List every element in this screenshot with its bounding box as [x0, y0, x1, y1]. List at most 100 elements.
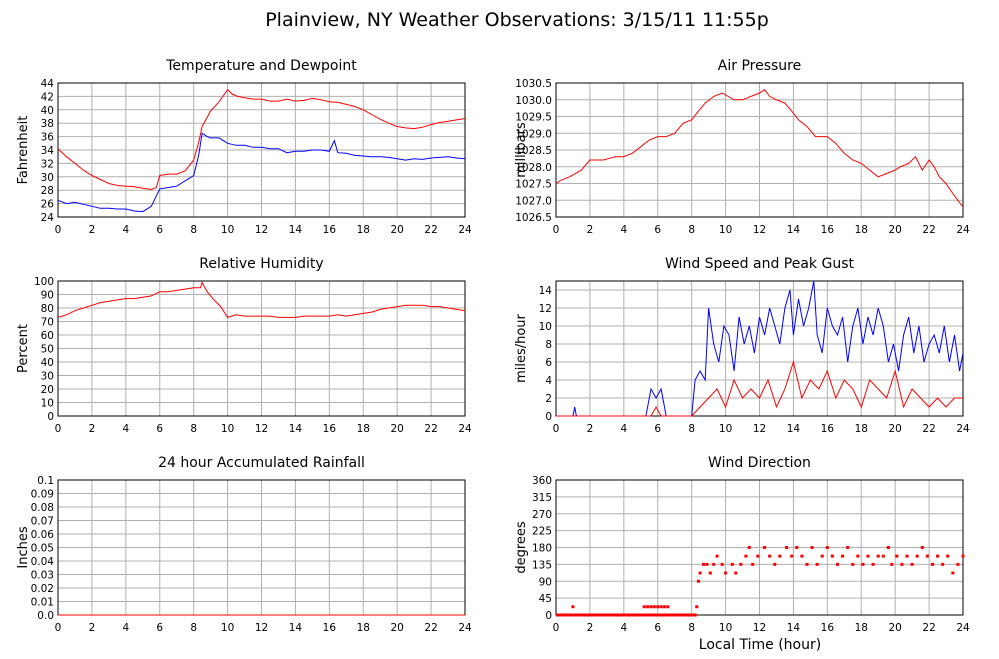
- temperature-x-tick-label: 24: [458, 224, 472, 236]
- temperature-y-tick-label: 38: [41, 118, 54, 130]
- wind_direction-point: [800, 554, 804, 558]
- temperature-x-tick-label: 2: [89, 224, 96, 236]
- wind_direction-point: [734, 571, 738, 575]
- temperature-y-axis-label: Fahrenheit: [16, 116, 31, 185]
- pressure-x-tick-label: 8: [688, 224, 695, 236]
- temperature-y-tick-label: 34: [41, 145, 55, 157]
- wind_direction-point: [890, 562, 894, 566]
- wind_direction-point: [795, 546, 799, 549]
- wind_speed-x-tick-label: 20: [888, 423, 901, 435]
- humidity-y-tick-label: 80: [41, 303, 54, 315]
- wind_direction-point: [663, 605, 667, 609]
- rainfall-y-tick-label: 0.0: [37, 610, 54, 622]
- wind_direction-point: [656, 605, 660, 609]
- wind_direction-point: [698, 571, 702, 575]
- humidity-x-tick-label: 8: [190, 423, 197, 435]
- pressure-y-tick-label: 1030.0: [515, 95, 552, 107]
- temperature-y-tick-label: 42: [41, 91, 54, 103]
- wind_direction-point: [841, 554, 845, 558]
- wind_speed-y-tick-label: 10: [539, 321, 552, 333]
- wind_direction-point: [646, 605, 650, 609]
- rainfall-x-tick-label: 24: [458, 622, 472, 634]
- wind_direction-point: [642, 605, 646, 609]
- wind_speed-series-line-1: [556, 360, 963, 417]
- temperature-y-tick-label: 32: [41, 158, 54, 170]
- wind_direction-point: [881, 554, 885, 558]
- wind_speed-series-line-0: [556, 280, 964, 417]
- pressure-x-tick-label: 24: [956, 224, 970, 236]
- pressure-x-tick-label: 16: [821, 224, 835, 236]
- humidity-x-tick-label: 22: [424, 423, 437, 435]
- wind_direction-point: [836, 562, 840, 566]
- wind_direction-point: [778, 554, 782, 558]
- wind_direction-point: [815, 562, 819, 566]
- wind_direction-y-tick-label: 90: [539, 576, 552, 588]
- temperature-frame: [57, 82, 466, 218]
- wind_direction-point: [820, 554, 824, 558]
- rainfall-x-tick-label: 8: [190, 622, 197, 634]
- wind_direction-point: [715, 554, 719, 558]
- pressure-y-tick-label: 1029.5: [515, 112, 552, 124]
- humidity-y-tick-label: 100: [34, 276, 54, 288]
- humidity-y-tick-label: 60: [41, 330, 54, 342]
- wind_direction-point: [666, 605, 670, 609]
- wind_speed-x-tick-label: 14: [787, 423, 801, 435]
- wind_direction-point: [856, 554, 860, 558]
- wind_direction-point: [785, 546, 789, 549]
- pressure-x-tick-label: 0: [553, 224, 560, 236]
- humidity-y-tick-label: 70: [41, 317, 54, 329]
- wind_direction-point: [712, 562, 716, 566]
- wind_direction-point: [941, 562, 945, 566]
- temperature-x-tick-label: 20: [390, 224, 403, 236]
- wind_direction-y-tick-label: 360: [532, 475, 552, 487]
- rainfall-y-tick-label: 0.07: [31, 516, 54, 528]
- rainfall-y-tick-label: 0.1: [37, 475, 54, 487]
- wind_direction-point: [886, 546, 890, 549]
- temperature-x-tick-label: 14: [289, 224, 303, 236]
- page-title: Plainview, NY Weather Observations: 3/15…: [265, 9, 769, 31]
- wind_direction-x-tick-label: 24: [956, 622, 970, 634]
- humidity-x-tick-label: 14: [289, 423, 303, 435]
- wind_direction-point: [846, 546, 850, 549]
- humidity-x-tick-label: 20: [390, 423, 403, 435]
- wind_speed-y-axis-label: miles/hour: [514, 313, 529, 382]
- wind_direction-point: [652, 605, 656, 609]
- wind_direction-point: [825, 546, 829, 549]
- pressure-y-tick-label: 1027.0: [515, 195, 552, 207]
- rainfall-x-tick-label: 6: [156, 622, 163, 634]
- pressure-x-tick-label: 14: [787, 224, 801, 236]
- temperature-y-tick-label: 24: [41, 212, 55, 224]
- pressure-y-tick-label: 1029.0: [515, 128, 552, 140]
- wind_direction-point: [956, 562, 960, 566]
- humidity-x-tick-label: 12: [255, 423, 268, 435]
- wind_direction-point: [768, 554, 772, 558]
- temperature-x-tick-label: 4: [122, 224, 129, 236]
- wind_direction-point: [871, 562, 875, 566]
- wind_direction-y-tick-label: 45: [539, 593, 552, 605]
- rainfall-x-tick-label: 22: [424, 622, 437, 634]
- wind_direction-point: [773, 562, 777, 566]
- temperature-y-tick-label: 36: [41, 132, 55, 144]
- pressure-x-tick-label: 2: [587, 224, 594, 236]
- wind_speed-y-tick-label: 14: [539, 285, 553, 297]
- temperature-series-line-0: [57, 88, 466, 191]
- wind_direction-x-tick-label: 14: [787, 622, 801, 634]
- rainfall-x-tick-label: 20: [390, 622, 403, 634]
- wind_direction-x-tick-label: 20: [888, 622, 901, 634]
- pressure-y-tick-label: 1026.5: [515, 212, 552, 224]
- rainfall-x-tick-label: 4: [122, 622, 129, 634]
- temperature-title: Temperature and Dewpoint: [165, 58, 357, 74]
- wind_direction-x-tick-label: 16: [821, 622, 835, 634]
- humidity-y-tick-label: 10: [41, 398, 54, 410]
- wind_direction-point: [905, 554, 909, 558]
- wind_direction-point: [810, 546, 814, 549]
- wind_speed-y-tick-label: 6: [545, 357, 552, 369]
- pressure-x-tick-label: 12: [753, 224, 766, 236]
- pressure-title: Air Pressure: [718, 58, 801, 74]
- pressure-x-tick-label: 4: [620, 224, 627, 236]
- temperature-x-tick-label: 10: [221, 224, 234, 236]
- wind_direction-y-tick-label: 225: [532, 526, 552, 538]
- temperature-series-line-1: [57, 132, 466, 213]
- wind_speed-x-tick-label: 10: [719, 423, 732, 435]
